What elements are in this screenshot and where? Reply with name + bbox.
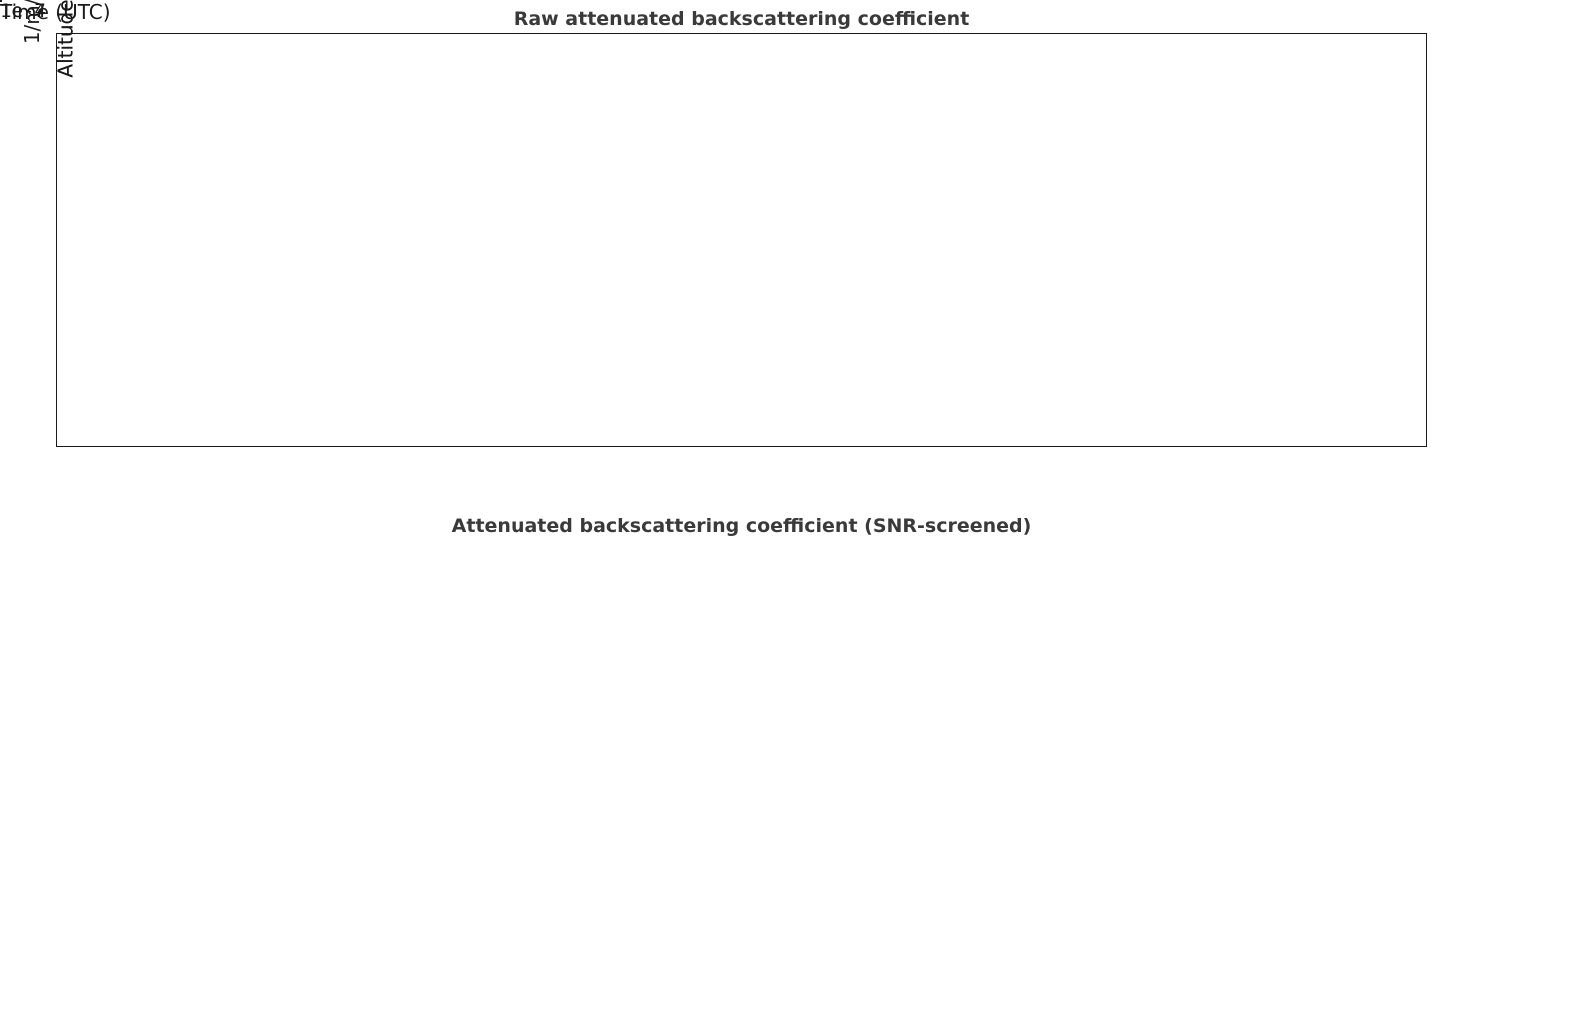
- colorbar-max-label: 1e-4: [0, 0, 46, 22]
- panel-screened-title: Attenuated backscattering coefficient (S…: [451, 515, 1032, 537]
- colorbar-gradient: [0, 0, 300, 150]
- colorbar-frame: [0, 0, 2, 2]
- colorbar-unit-label: 1/m/sr: [20, 0, 45, 45]
- colorbar-min-label: 1e-7: [0, 0, 46, 22]
- panel-raw-title: Raw attenuated backscattering coefficien…: [513, 8, 970, 30]
